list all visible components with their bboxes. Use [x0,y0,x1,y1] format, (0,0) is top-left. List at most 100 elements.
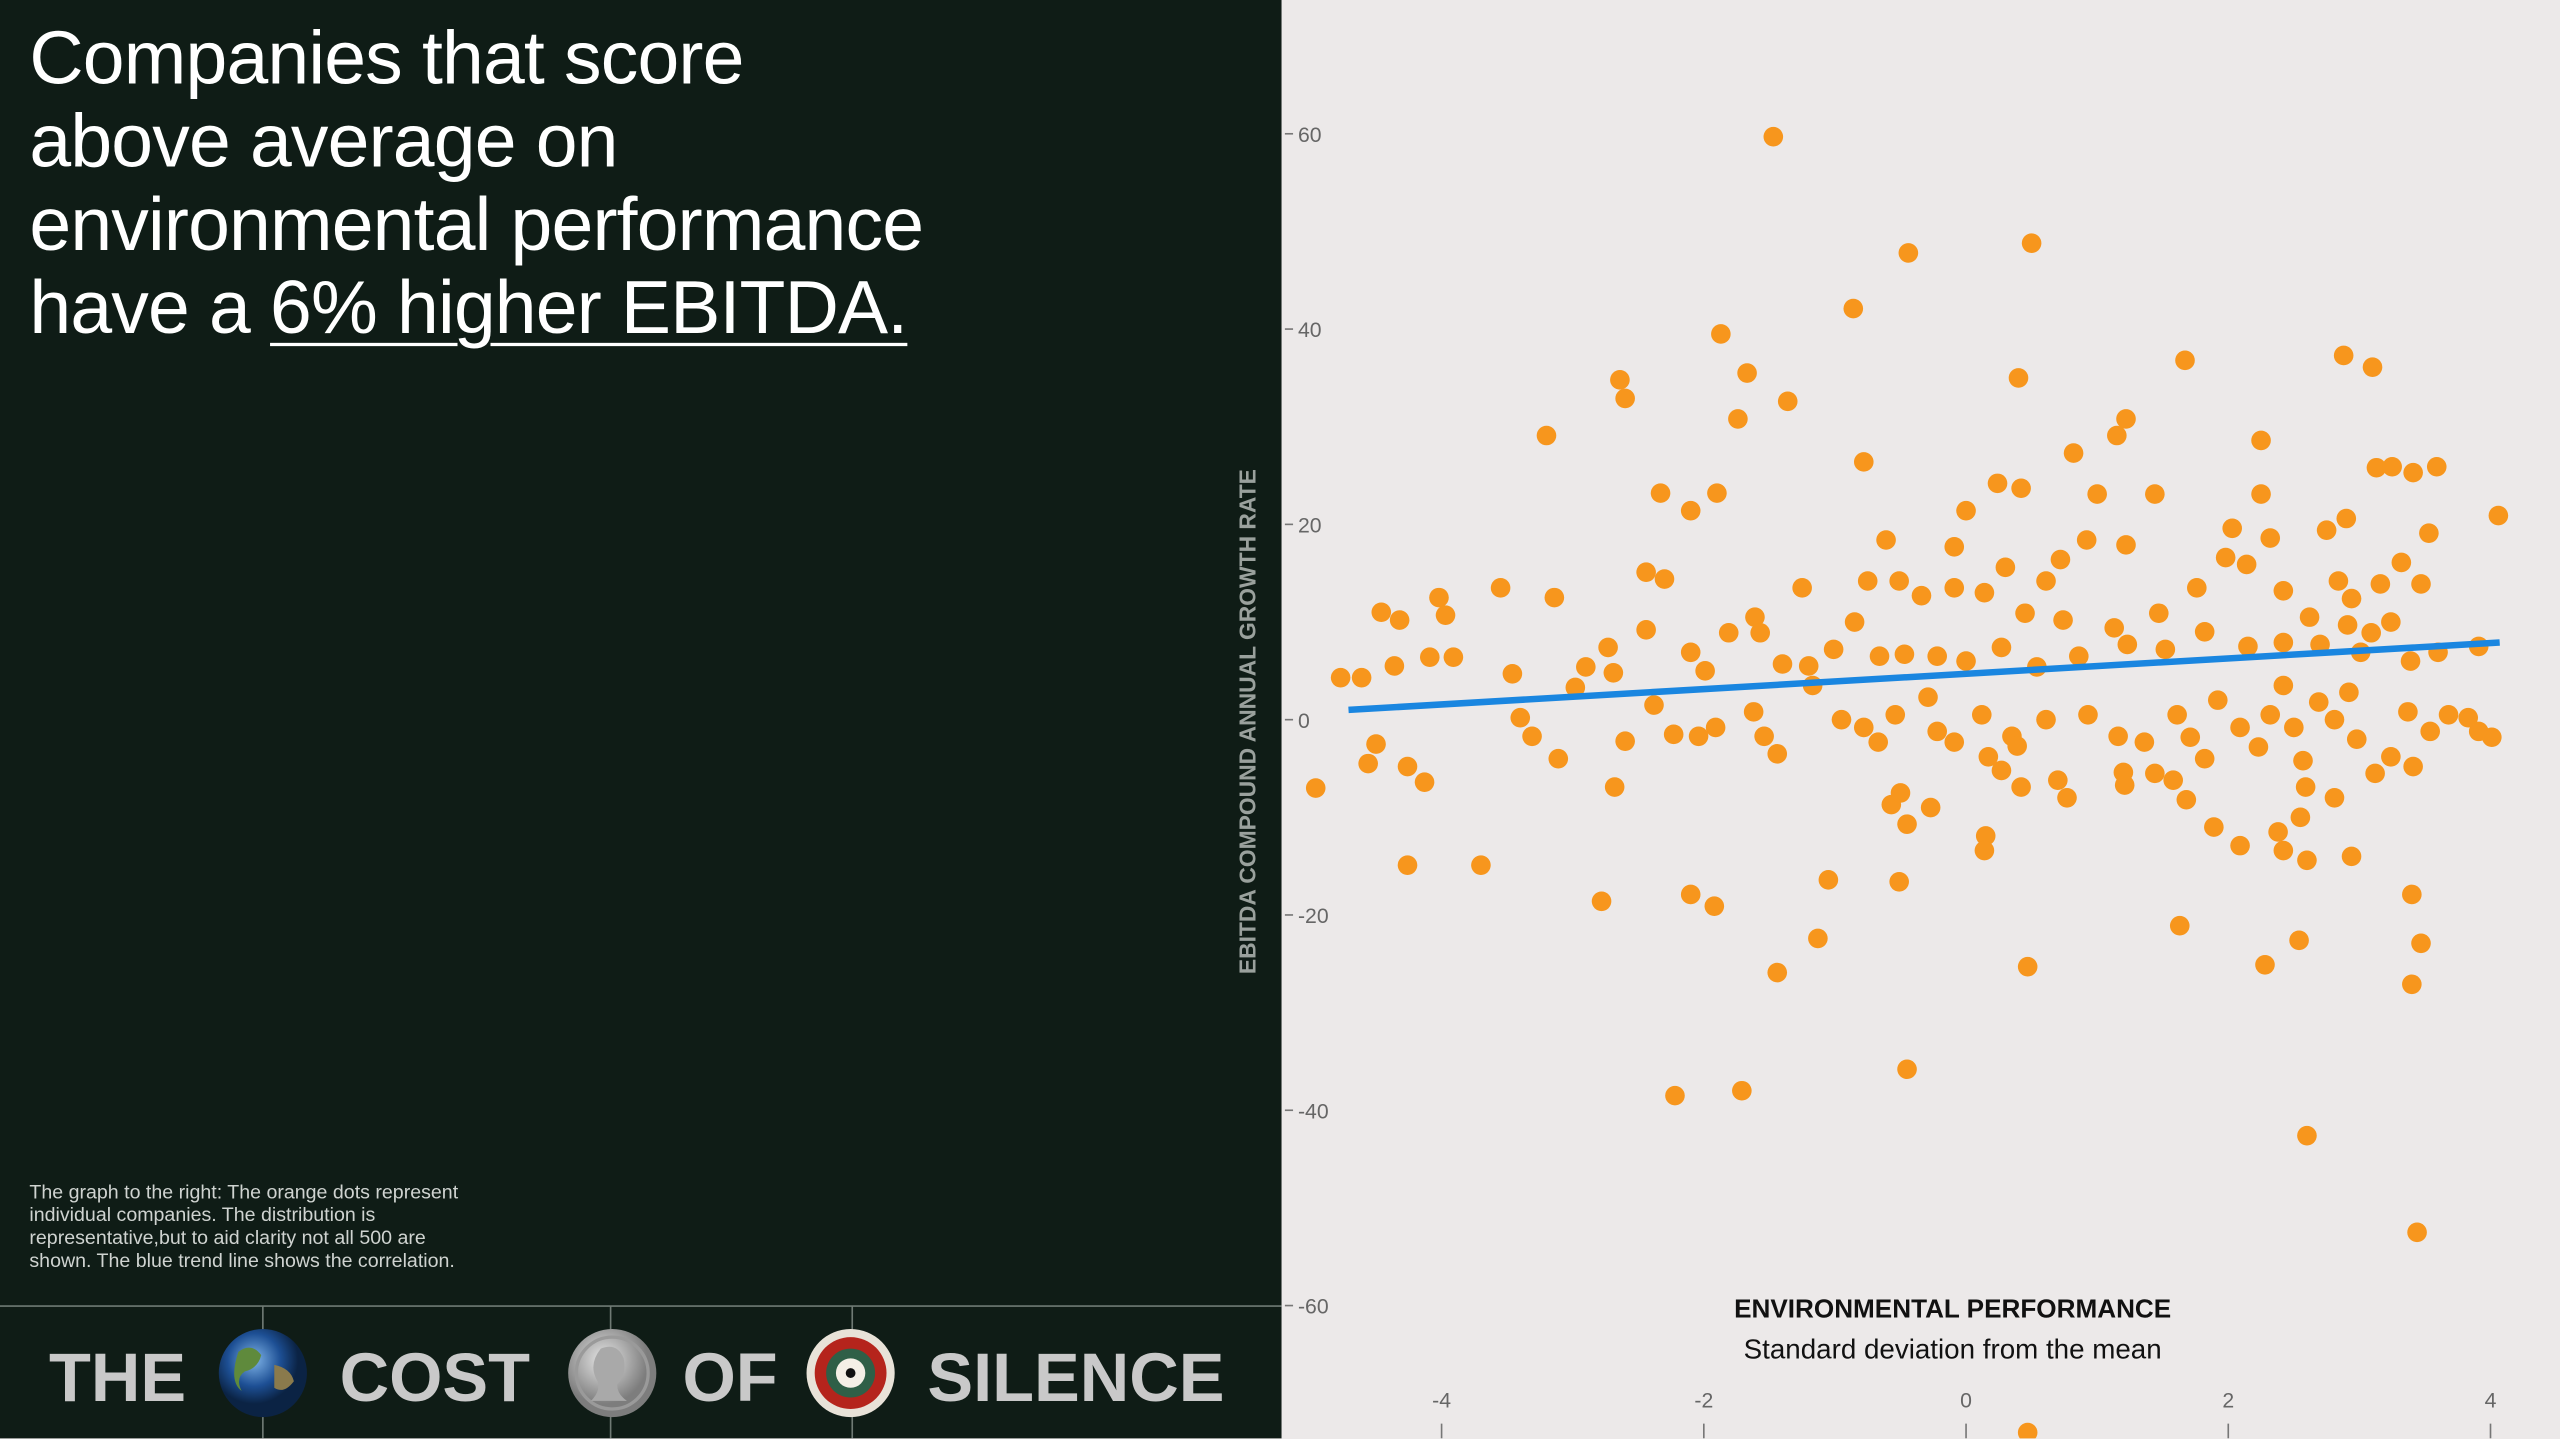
data-point [1745,607,1765,627]
data-point [1663,724,1684,745]
data-point [1853,717,1874,738]
data-point [2361,622,2381,643]
data-point [2036,709,2056,730]
data-point [1305,778,1326,798]
data-point [1918,687,1938,708]
data-point [1975,826,1996,846]
data-point [2339,682,2359,703]
data-point [1636,562,1656,583]
data-point [2236,554,2257,575]
data-point [1737,363,1757,383]
data-point [2284,717,2304,738]
x-tick-label: 2 [2222,1389,2234,1412]
y-tick-label: 20 [1298,515,1322,538]
data-point [1429,587,1449,608]
data-point [2176,789,2197,810]
data-point [2316,520,2337,541]
data-point [2398,702,2418,722]
data-point [1591,891,1612,912]
data-point [2400,651,2421,671]
x-axis-title: ENVIRONMENTAL PERFORMANCE [1734,1294,2171,1324]
data-point [2488,505,2509,526]
data-point [1419,647,1440,667]
data-point [2391,552,2412,573]
data-point [2036,571,2056,591]
data-point [1522,726,1542,747]
data-point [1728,409,1748,429]
data-point [2207,690,2228,710]
data-point [1603,663,1624,683]
data-point [1987,473,2008,494]
y-tick-label: 60 [1298,124,1322,147]
data-point [1610,370,1630,390]
data-point [2222,518,2243,539]
data-point [2290,807,2311,828]
data-point [2381,746,2401,767]
record-icon [806,1328,895,1418]
data-point [1889,571,1909,591]
data-point [2180,727,2201,748]
data-point [1927,646,1947,666]
data-point [1763,126,1784,147]
data-point [2260,704,2281,725]
data-point [2324,787,2345,808]
data-point [2017,1422,2038,1439]
y-tick-label: 40 [1298,319,1322,342]
data-point [1876,530,1896,550]
data-point [2411,933,2431,954]
data-point [2194,748,2215,769]
data-point [1898,243,1919,263]
data-point [2087,484,2107,504]
data-point [1615,731,1635,751]
footer-word: OF [682,1339,777,1416]
data-point [1443,647,1464,667]
data-point [2053,610,2073,630]
data-point [1366,734,1386,754]
data-point [2251,484,2271,504]
coin-icon [568,1328,657,1418]
data-point [2273,675,2294,696]
data-point [2230,835,2250,856]
data-point [2366,457,2387,478]
x-tick-label: -4 [1432,1389,1451,1412]
headline-lead: have a [29,264,250,350]
data-point [2420,721,2440,742]
data-point [1944,578,1965,598]
data-point [1991,760,2012,781]
data-point [2078,704,2098,725]
data-point [1704,896,1725,916]
data-point [1565,677,1586,698]
data-point [1843,298,1864,319]
data-point [2403,756,2423,777]
data-point [2419,523,2439,543]
data-point [1920,797,1941,818]
data-point [2238,636,2258,657]
data-point [2017,956,2038,977]
data-point [1650,483,1671,503]
data-point [1889,871,1909,892]
data-point [2230,717,2250,738]
data-point [1397,855,1418,875]
data-point [2204,817,2224,837]
data-point [2289,930,2309,951]
data-point [2163,770,2184,791]
data-point [2015,603,2035,624]
data-point [1995,557,2016,578]
data-point [1885,704,1906,725]
data-point [2407,1222,2427,1243]
data-point [1956,651,1976,671]
data-point [1831,709,1852,730]
footer-word: THE [49,1339,186,1416]
data-point [2333,345,2354,366]
headline-line: have a 6% higher EBITDA. [29,264,923,350]
data-point [2069,646,2089,666]
data-point [1615,388,1635,409]
y-tick-label: -60 [1298,1296,1329,1319]
data-point [1857,571,1878,591]
data-point [1868,732,1888,752]
headline-line: environmental performance [29,181,924,267]
data-point [1358,753,1378,774]
data-point [2255,954,2275,975]
y-tick-label: -20 [1298,905,1329,928]
data-point [1705,717,1726,738]
